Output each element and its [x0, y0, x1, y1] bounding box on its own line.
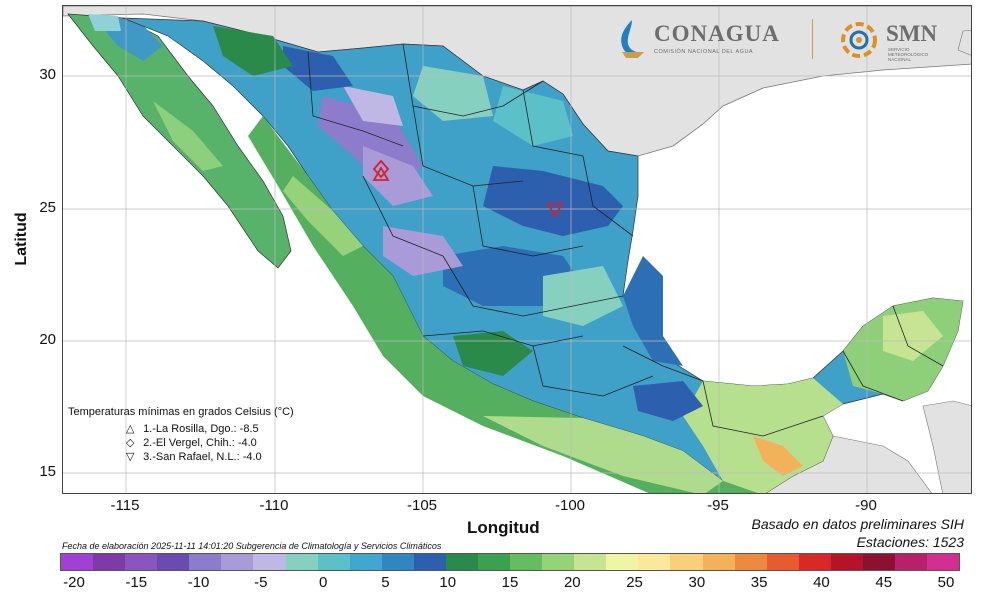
temperature-map	[63, 6, 971, 493]
colorbar-swatch	[766, 554, 799, 570]
marker-san-rafael	[546, 203, 564, 218]
colorbar-swatch	[862, 554, 896, 570]
colorbar-swatch	[349, 554, 382, 570]
colorbar-swatch	[445, 554, 479, 570]
conagua-logo-text: CONAGUA	[654, 21, 780, 46]
x-tick-label: -100	[554, 497, 586, 514]
y-tick-label: 20	[39, 331, 56, 348]
colorbar-swatch	[574, 554, 607, 570]
colorbar-swatch	[285, 554, 318, 570]
colorbar-swatch	[61, 554, 94, 570]
colorbar-swatch	[478, 554, 511, 570]
y-tick-label: 30	[39, 66, 56, 83]
legend-item: ◇ 2.-El Vergel, Chih.: -4.0	[126, 436, 348, 450]
x-axis-title: Longitud	[467, 518, 540, 537]
colorbar-swatch	[125, 554, 158, 570]
colorbar-label: 5	[381, 574, 390, 591]
colorbar-label: 30	[688, 574, 706, 591]
colorbar-swatch	[670, 554, 703, 570]
colorbar-swatch	[895, 554, 928, 570]
legend-item: △ 1.-La Rosilla, Dgo.: -8.5	[126, 422, 348, 436]
colorbar-label: 40	[813, 574, 830, 591]
colorbar-swatch	[253, 554, 286, 570]
data-basis-note: Basado en datos preliminares SIH	[751, 516, 964, 532]
marker-el-vergel	[372, 159, 390, 179]
colorbar-swatch	[830, 554, 863, 570]
colorbar-swatch	[413, 554, 446, 570]
colorbar-label: 35	[750, 574, 768, 591]
colorbar-label: 50	[937, 574, 955, 591]
station-legend: Temperaturas mínimas en grados Celsius (…	[68, 406, 348, 464]
stations-count: Estaciones: 1523	[856, 534, 964, 550]
triangle-down-icon: ▽	[126, 451, 135, 463]
colorbar-swatch	[606, 554, 639, 570]
colorbar-label: -5	[254, 574, 268, 591]
legend-item-text: 3.-San Rafael, N.L.: -4.0	[143, 451, 262, 463]
colorbar-label: 25	[626, 574, 643, 591]
elaboration-date: Fecha de elaboración 2025-11-11 14:01:20…	[62, 541, 442, 551]
colorbar-swatch	[510, 554, 543, 570]
map-frame	[62, 5, 972, 494]
x-tick-label: -105	[406, 497, 438, 514]
legend-item-text: 2.-El Vergel, Chih.: -4.0	[143, 437, 257, 449]
colorbar-swatch	[542, 554, 575, 570]
colorbar-label: 15	[501, 574, 519, 591]
colorbar-swatch	[157, 554, 190, 570]
x-tick-label: -110	[259, 497, 289, 514]
y-axis-title: Latitud	[13, 212, 30, 266]
colorbar-swatch	[317, 554, 350, 570]
colorbar-swatch	[221, 554, 254, 570]
legend-title: Temperaturas mínimas en grados Celsius (…	[68, 406, 294, 418]
logos-area: CONAGUA COMISIÓN NACIONAL DEL AGUA SMN S…	[612, 15, 962, 67]
conagua-logo-subtitle: COMISIÓN NACIONAL DEL AGUA	[654, 49, 754, 55]
logo-divider	[812, 19, 813, 59]
y-tick-label: 25	[39, 199, 56, 216]
colorbar-label: -20	[63, 574, 85, 591]
colorbar-label: 20	[563, 574, 581, 591]
smn-logo-text: SMN	[886, 21, 938, 46]
colorbar-swatch	[734, 554, 767, 570]
colorbar	[60, 553, 960, 571]
colorbar-swatch	[702, 554, 735, 570]
colorbar-label: 45	[875, 574, 893, 591]
colorbar-swatch	[381, 554, 414, 570]
x-tick-label: -90	[855, 497, 877, 514]
colorbar-labels: -20 -15 -10 -5 0 5 10 15 20 25 30 35 40 45 50	[60, 574, 960, 594]
colorbar-label: 0	[318, 574, 328, 591]
colorbar-label: 10	[439, 574, 457, 591]
colorbar-swatch	[189, 554, 222, 570]
colorbar-label: -10	[187, 574, 210, 591]
conagua-logo-icon	[621, 20, 644, 58]
colorbar-swatch	[638, 554, 671, 570]
colorbar-label: -15	[125, 574, 148, 591]
colorbar-swatch	[927, 554, 960, 570]
station-markers	[372, 159, 564, 218]
x-tick-label: -115	[110, 497, 140, 514]
legend-item-text: 1.-La Rosilla, Dgo.: -8.5	[143, 423, 259, 435]
smn-logo-icon	[841, 22, 877, 58]
colorbar-swatch	[93, 554, 126, 570]
legend-item: ▽ 3.-San Rafael, N.L.: -4.0	[126, 450, 348, 464]
triangle-up-icon: △	[126, 423, 135, 435]
diamond-icon: ◇	[126, 437, 135, 449]
x-tick-label: -95	[707, 497, 729, 514]
y-tick-label: 15	[39, 463, 56, 480]
smn-logo-subtitle: SERVICIO METEOROLÓGICO NACIONAL	[888, 47, 929, 62]
colorbar-swatch	[798, 554, 831, 570]
